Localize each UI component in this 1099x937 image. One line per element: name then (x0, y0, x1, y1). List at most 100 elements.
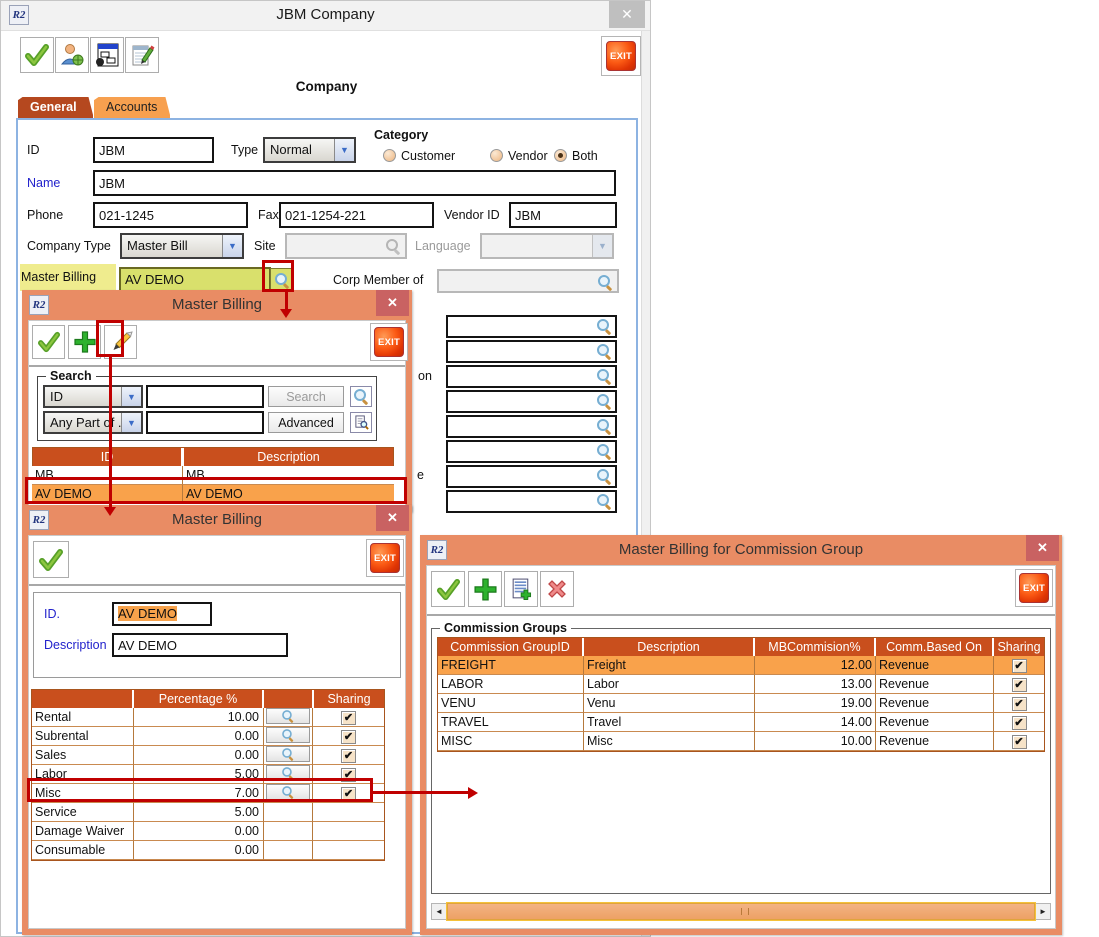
search-field-dropdown[interactable]: ID ▼ (43, 385, 143, 408)
save-button[interactable] (20, 37, 54, 73)
layout-button[interactable] (90, 37, 124, 73)
type-dropdown[interactable]: Normal ▼ (263, 137, 356, 163)
sharing-checkbox[interactable]: ✔ (341, 730, 356, 744)
lookup-field[interactable] (446, 390, 617, 413)
sharing-checkbox[interactable]: ✔ (1011, 735, 1027, 749)
radio-both[interactable] (554, 149, 567, 162)
exit-button[interactable]: EXIT (1019, 573, 1049, 603)
percentage-row[interactable]: Rental 10.00 ✔ (32, 708, 384, 727)
lookup-button[interactable] (266, 746, 310, 762)
column-header[interactable]: ID (33, 448, 181, 466)
main-window-scrollbar[interactable] (641, 31, 650, 936)
sharing-checkbox[interactable]: ✔ (341, 711, 356, 725)
sharing-checkbox[interactable]: ✔ (1011, 659, 1027, 673)
column-header[interactable]: Percentage % (134, 690, 262, 708)
column-header[interactable]: MBCommision% (755, 638, 874, 656)
exit-button[interactable]: EXIT (370, 543, 400, 573)
scroll-left-icon[interactable]: ◄ (431, 903, 447, 920)
lookup-field[interactable] (446, 340, 617, 363)
column-header[interactable]: Description (584, 638, 753, 656)
add-button[interactable] (468, 571, 502, 607)
commission-row[interactable]: LABOR Labor 13.00 Revenue ✔ (438, 675, 1044, 694)
ok-button[interactable] (431, 571, 465, 607)
advanced-find-icon-button[interactable] (350, 412, 372, 433)
sharing-checkbox[interactable]: ✔ (341, 749, 356, 763)
commission-row[interactable]: MISC Misc 10.00 Revenue ✔ (438, 732, 1044, 751)
radio-vendor[interactable] (490, 149, 503, 162)
ok-button[interactable] (32, 325, 65, 359)
lookup-field[interactable] (446, 465, 617, 488)
add-button[interactable] (68, 325, 101, 359)
name-input[interactable] (93, 170, 616, 196)
percentage-row[interactable]: Sales 0.00 ✔ (32, 746, 384, 765)
sharing-checkbox[interactable]: ✔ (1011, 697, 1027, 711)
delete-button[interactable] (540, 571, 574, 607)
column-header[interactable] (264, 690, 312, 708)
language-dropdown[interactable]: ▼ (480, 233, 614, 259)
company-type-dropdown[interactable]: Master Bill ▼ (120, 233, 244, 259)
lookup-field[interactable] (446, 415, 617, 438)
commission-row[interactable]: TRAVEL Travel 14.00 Revenue ✔ (438, 713, 1044, 732)
description-input[interactable] (112, 633, 288, 657)
master-billing-input[interactable] (119, 267, 271, 292)
customer-button[interactable] (55, 37, 89, 73)
radio-customer[interactable] (383, 149, 396, 162)
close-icon[interactable]: ✕ (376, 505, 409, 531)
percentage-row[interactable]: Damage Waiver 0.00 (32, 822, 384, 841)
phone-input[interactable] (93, 202, 248, 228)
vendor-id-input[interactable] (509, 202, 617, 228)
scrollbar-thumb[interactable] (446, 902, 1036, 921)
clipped-label-fragment: on (418, 369, 432, 383)
lookup-field[interactable] (446, 440, 617, 463)
annotation-arrowhead (468, 787, 478, 799)
close-icon[interactable]: ✕ (609, 1, 645, 28)
commission-row[interactable]: FREIGHT Freight 12.00 Revenue ✔ (438, 656, 1044, 675)
id-input[interactable]: AV DEMO (112, 602, 212, 626)
percentage-row[interactable]: Consumable 0.00 (32, 841, 384, 860)
tab-accounts[interactable]: Accounts (94, 97, 170, 118)
scroll-right-icon[interactable]: ► (1035, 903, 1051, 920)
tab-general[interactable]: General (18, 97, 93, 118)
exit-button[interactable]: EXIT (374, 327, 404, 357)
column-header[interactable] (32, 690, 132, 708)
search-results-header: ID Description (32, 447, 394, 466)
column-header[interactable]: Sharing (314, 690, 384, 708)
search-result-row[interactable]: AV DEMO AV DEMO (32, 485, 394, 504)
lookup-field[interactable] (446, 315, 617, 338)
horizontal-scrollbar[interactable]: ◄ ► (431, 902, 1051, 921)
site-lookup-field[interactable] (285, 233, 407, 259)
column-header[interactable]: Description (184, 448, 393, 466)
corp-member-lookup-field[interactable] (437, 269, 619, 293)
search-text-input[interactable] (146, 385, 264, 408)
lookup-field[interactable] (446, 490, 617, 513)
exit-button[interactable]: EXIT (606, 41, 636, 71)
sharing-checkbox[interactable]: ✔ (1011, 716, 1027, 730)
search-mode-dropdown[interactable]: Any Part of ... ▼ (43, 411, 143, 434)
check-icon (39, 548, 63, 571)
add-multiple-button[interactable] (504, 571, 538, 607)
find-icon-button[interactable] (350, 386, 372, 407)
fax-input[interactable] (279, 202, 434, 228)
close-icon[interactable]: ✕ (376, 290, 409, 316)
ok-button[interactable] (33, 541, 69, 578)
advanced-button[interactable]: Advanced (268, 412, 344, 433)
annotation-arrowhead (104, 507, 116, 516)
notes-button[interactable] (125, 37, 159, 73)
close-icon[interactable]: ✕ (1026, 535, 1059, 561)
column-header[interactable]: Sharing (994, 638, 1044, 656)
lookup-field[interactable] (446, 365, 617, 388)
percentage-row[interactable]: Misc 7.00 ✔ (32, 784, 384, 803)
column-header[interactable]: Comm.Based On (876, 638, 992, 656)
search-button[interactable]: Search (268, 386, 344, 407)
id-input[interactable] (93, 137, 214, 163)
column-header[interactable]: Commission GroupID (438, 638, 582, 656)
search-text-input-2[interactable] (146, 411, 264, 434)
type-label: Type (231, 143, 259, 157)
lookup-button[interactable] (266, 708, 310, 724)
edit-button[interactable] (104, 325, 137, 359)
percentage-row[interactable]: Service 5.00 (32, 803, 384, 822)
percentage-row[interactable]: Subrental 0.00 ✔ (32, 727, 384, 746)
lookup-button[interactable] (266, 727, 310, 743)
sharing-checkbox[interactable]: ✔ (1011, 678, 1027, 692)
commission-row[interactable]: VENU Venu 19.00 Revenue ✔ (438, 694, 1044, 713)
